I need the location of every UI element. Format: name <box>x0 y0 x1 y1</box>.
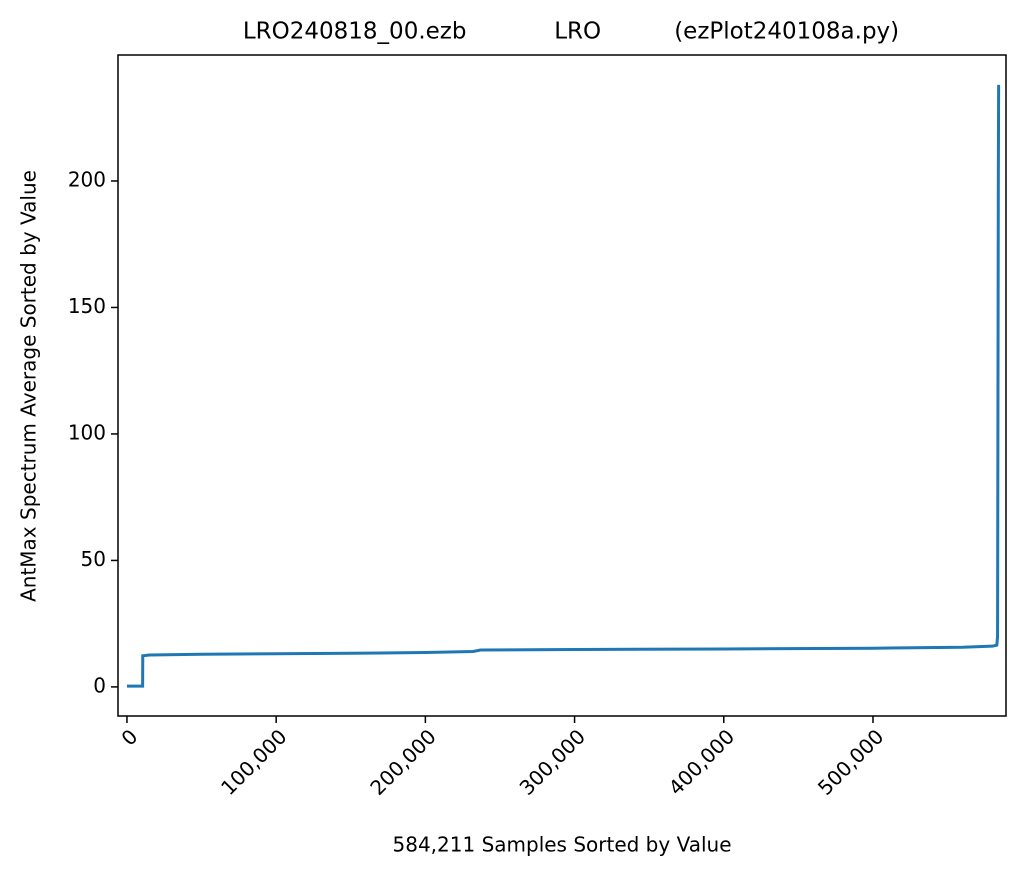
x-axis-label: 584,211 Samples Sorted by Value <box>393 833 732 857</box>
x-tick-label: 500,000 <box>813 724 888 799</box>
y-tick-label: 0 <box>93 673 106 697</box>
x-tick-label: 200,000 <box>365 724 440 799</box>
x-tick-label: 0 <box>116 724 142 750</box>
y-tick-label: 100 <box>68 420 106 444</box>
data-line <box>126 84 1001 688</box>
x-tick-label: 100,000 <box>216 724 291 799</box>
y-axis-label: AntMax Spectrum Average Sorted by Value <box>17 170 41 602</box>
y-tick-label: 150 <box>68 294 106 318</box>
plot-frame <box>117 54 1007 717</box>
chart-title: LRO240818_00.ezb LRO (ezPlot240108a.py) <box>243 19 899 45</box>
x-tick-label: 300,000 <box>515 724 590 799</box>
x-tick-label: 400,000 <box>664 724 739 799</box>
y-tick-label: 200 <box>68 167 106 191</box>
y-tick-label: 50 <box>81 547 106 571</box>
